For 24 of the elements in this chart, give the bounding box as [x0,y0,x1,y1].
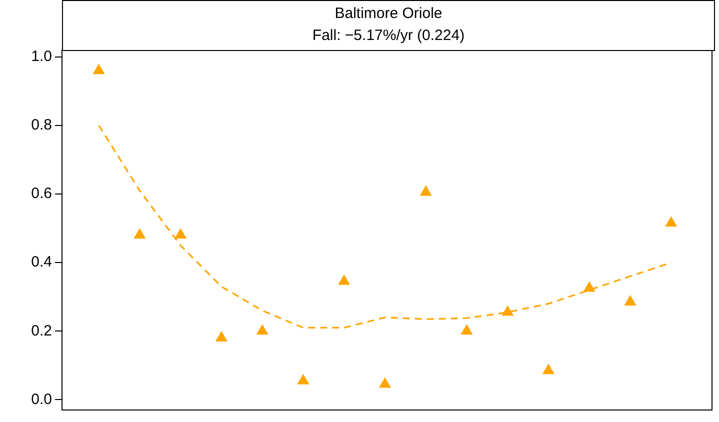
point [134,228,146,239]
point [665,216,678,227]
chart-subtitle: Fall: −5.17%/yr (0.224) [311,26,466,46]
y-tick-label: 0.0 [31,390,52,408]
point [256,324,268,335]
point [338,274,350,285]
y-tick-label: 0.8 [31,116,52,134]
point [420,185,432,196]
point [542,364,555,374]
y-tick-label: 0.2 [31,322,52,340]
point [583,281,596,292]
point [460,324,473,335]
y-tick-label: 1.0 [31,48,52,65]
point [624,295,636,306]
point [174,228,187,239]
point [297,374,310,384]
y-tick-label: 0.6 [31,185,52,202]
point [378,377,392,388]
y-tick-label: 0.4 [31,254,52,271]
chart-title: Baltimore Oriole [334,4,444,24]
point [502,305,514,316]
point [92,64,105,74]
line-series [98,124,672,329]
point [215,331,228,342]
